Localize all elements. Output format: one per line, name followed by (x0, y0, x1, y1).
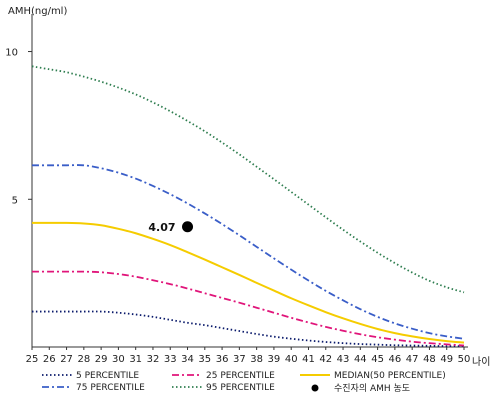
x-axis-title: 나이 (472, 356, 490, 368)
legend-label: 75 PERCENTILE (76, 383, 145, 393)
y-axis-title: AMH(ng/ml) (8, 6, 67, 17)
x-tick-label: 25 (26, 354, 39, 365)
x-tick-label: 28 (77, 354, 90, 365)
point-layer: 4.07 (148, 221, 194, 234)
legend-label: 25 PERCENTILE (206, 371, 275, 381)
x-tick-label: 41 (302, 354, 315, 365)
legend-label: 수진자의 AMH 농도 (334, 383, 410, 394)
x-tick-label: 27 (60, 354, 73, 365)
x-tick-label: 46 (389, 354, 402, 365)
patient-amh-value-label: 4.07 (148, 221, 175, 234)
legend-marker-point (311, 384, 319, 392)
legend-label: 5 PERCENTILE (76, 371, 139, 381)
legend-item-p75: 75 PERCENTILE (42, 383, 145, 393)
x-tick-label: 31 (129, 354, 142, 365)
x-tick-label: 44 (354, 354, 367, 365)
x-tick-label: 35 (198, 354, 211, 365)
x-tick-label: 34 (181, 354, 194, 365)
series-line-p25 (32, 270, 465, 347)
legend-label: MEDIAN(50 PERCENTILE) (334, 371, 446, 381)
patient-amh-point (182, 221, 194, 233)
x-tick-label: 50 (458, 354, 471, 365)
x-tick-label: 49 (440, 354, 453, 365)
x-tick-label: 36 (216, 354, 229, 365)
legend: 5 PERCENTILE 25 PERCENTILE MEDIAN(50 PERCE… (42, 371, 446, 394)
series-line-median (32, 221, 465, 344)
x-tick-label: 29 (95, 354, 108, 365)
x-tick-label: 38 (250, 354, 263, 365)
x-tick-label: 26 (43, 354, 56, 365)
series-line-p95 (31, 65, 465, 294)
x-tick-label: 40 (285, 354, 298, 365)
legend-item-patient: 수진자의 AMH 농도 (311, 383, 410, 394)
legend-label: 95 PERCENTILE (206, 383, 275, 393)
series-line-p75 (32, 164, 465, 340)
x-tick-label: 45 (371, 354, 384, 365)
axes: 5 10 25 26 27 28 29 30 31 32 33 34 35 36 37 38 39 40 41 42 4… (5, 14, 470, 365)
x-tick-label: 42 (319, 354, 332, 365)
legend-item-p25: 25 PERCENTILE (172, 371, 275, 381)
x-tick-label: 30 (112, 354, 125, 365)
x-tick-label: 33 (164, 354, 177, 365)
y-tick-label: 10 (5, 48, 18, 59)
x-tick-label: 39 (268, 354, 281, 365)
legend-item-median: MEDIAN(50 PERCENTILE) (300, 371, 446, 381)
x-tick-label: 43 (337, 354, 350, 365)
series-layer (31, 65, 465, 348)
x-tick-label: 32 (147, 354, 160, 365)
x-tick-label: 37 (233, 354, 246, 365)
x-tick-label: 47 (406, 354, 419, 365)
x-tick-label: 48 (423, 354, 436, 365)
legend-item-p95: 95 PERCENTILE (172, 383, 275, 393)
legend-item-p5: 5 PERCENTILE (42, 371, 139, 381)
y-tick-label: 5 (12, 195, 18, 206)
